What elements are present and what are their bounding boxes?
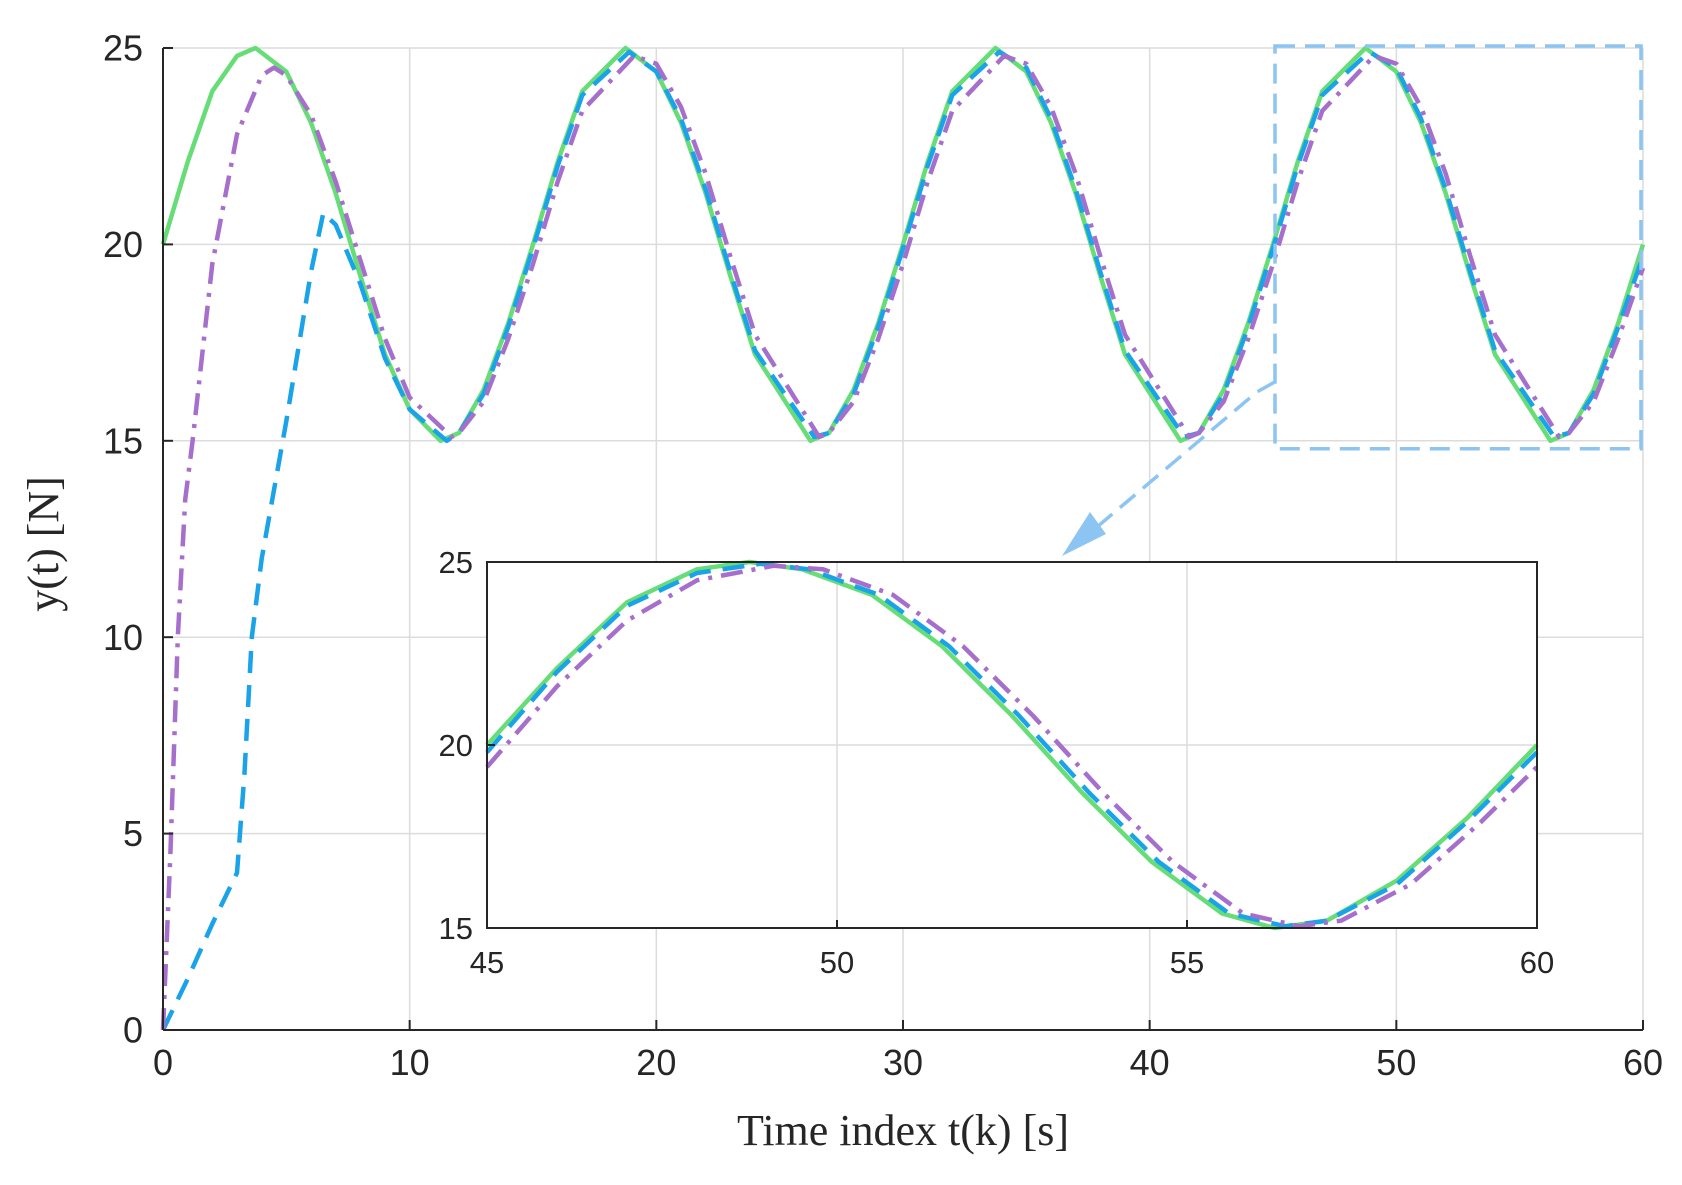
main-x-tick-label: 20 <box>636 1042 676 1083</box>
main-y-tick-label: 20 <box>103 224 143 265</box>
inset-y-tick-label: 25 <box>439 545 473 580</box>
main-series-dashdot-line <box>160 53 1646 1031</box>
inset-x-tick-label: 50 <box>820 945 854 980</box>
main-x-tick-label: 10 <box>390 1042 430 1083</box>
inset-series-dashed-line <box>485 561 1539 929</box>
y-axis-label: y(t) [N] <box>19 476 68 612</box>
inset-y-tick-label: 15 <box>439 911 473 946</box>
main-y-tick-label: 10 <box>103 617 143 658</box>
zoom-indicator <box>1062 44 1643 556</box>
inset-x-tick-label: 55 <box>1170 945 1204 980</box>
zoom-connector-line <box>1082 380 1276 540</box>
zoom-region-box <box>1273 44 1643 451</box>
main-plot-area: 0 10 20 30 40 50 60 0 5 10 15 20 25 <box>103 28 1663 1083</box>
inset-series-dashdot-line <box>485 563 1539 929</box>
zoom-arrow-head <box>1062 512 1106 556</box>
main-x-tick-label: 50 <box>1376 1042 1416 1083</box>
inset-x-tick-label: 45 <box>470 945 504 980</box>
inset-plot-area: 45 50 55 60 15 20 25 <box>439 545 1555 980</box>
main-y-tick-label: 5 <box>123 813 143 854</box>
inset-x-tick-label: 60 <box>1520 945 1554 980</box>
main-y-tick-label: 25 <box>103 28 143 69</box>
main-x-tick-label: 30 <box>883 1042 923 1083</box>
main-x-tick-label: 40 <box>1130 1042 1170 1083</box>
inset-y-tick-label: 20 <box>439 728 473 763</box>
main-y-tick-label: 0 <box>123 1010 143 1051</box>
main-y-tick-label: 15 <box>103 420 143 461</box>
main-x-tick-label: 0 <box>153 1042 173 1083</box>
x-axis-label: Time index t(k) [s] <box>737 1106 1069 1155</box>
main-x-tick-label: 60 <box>1623 1042 1663 1083</box>
